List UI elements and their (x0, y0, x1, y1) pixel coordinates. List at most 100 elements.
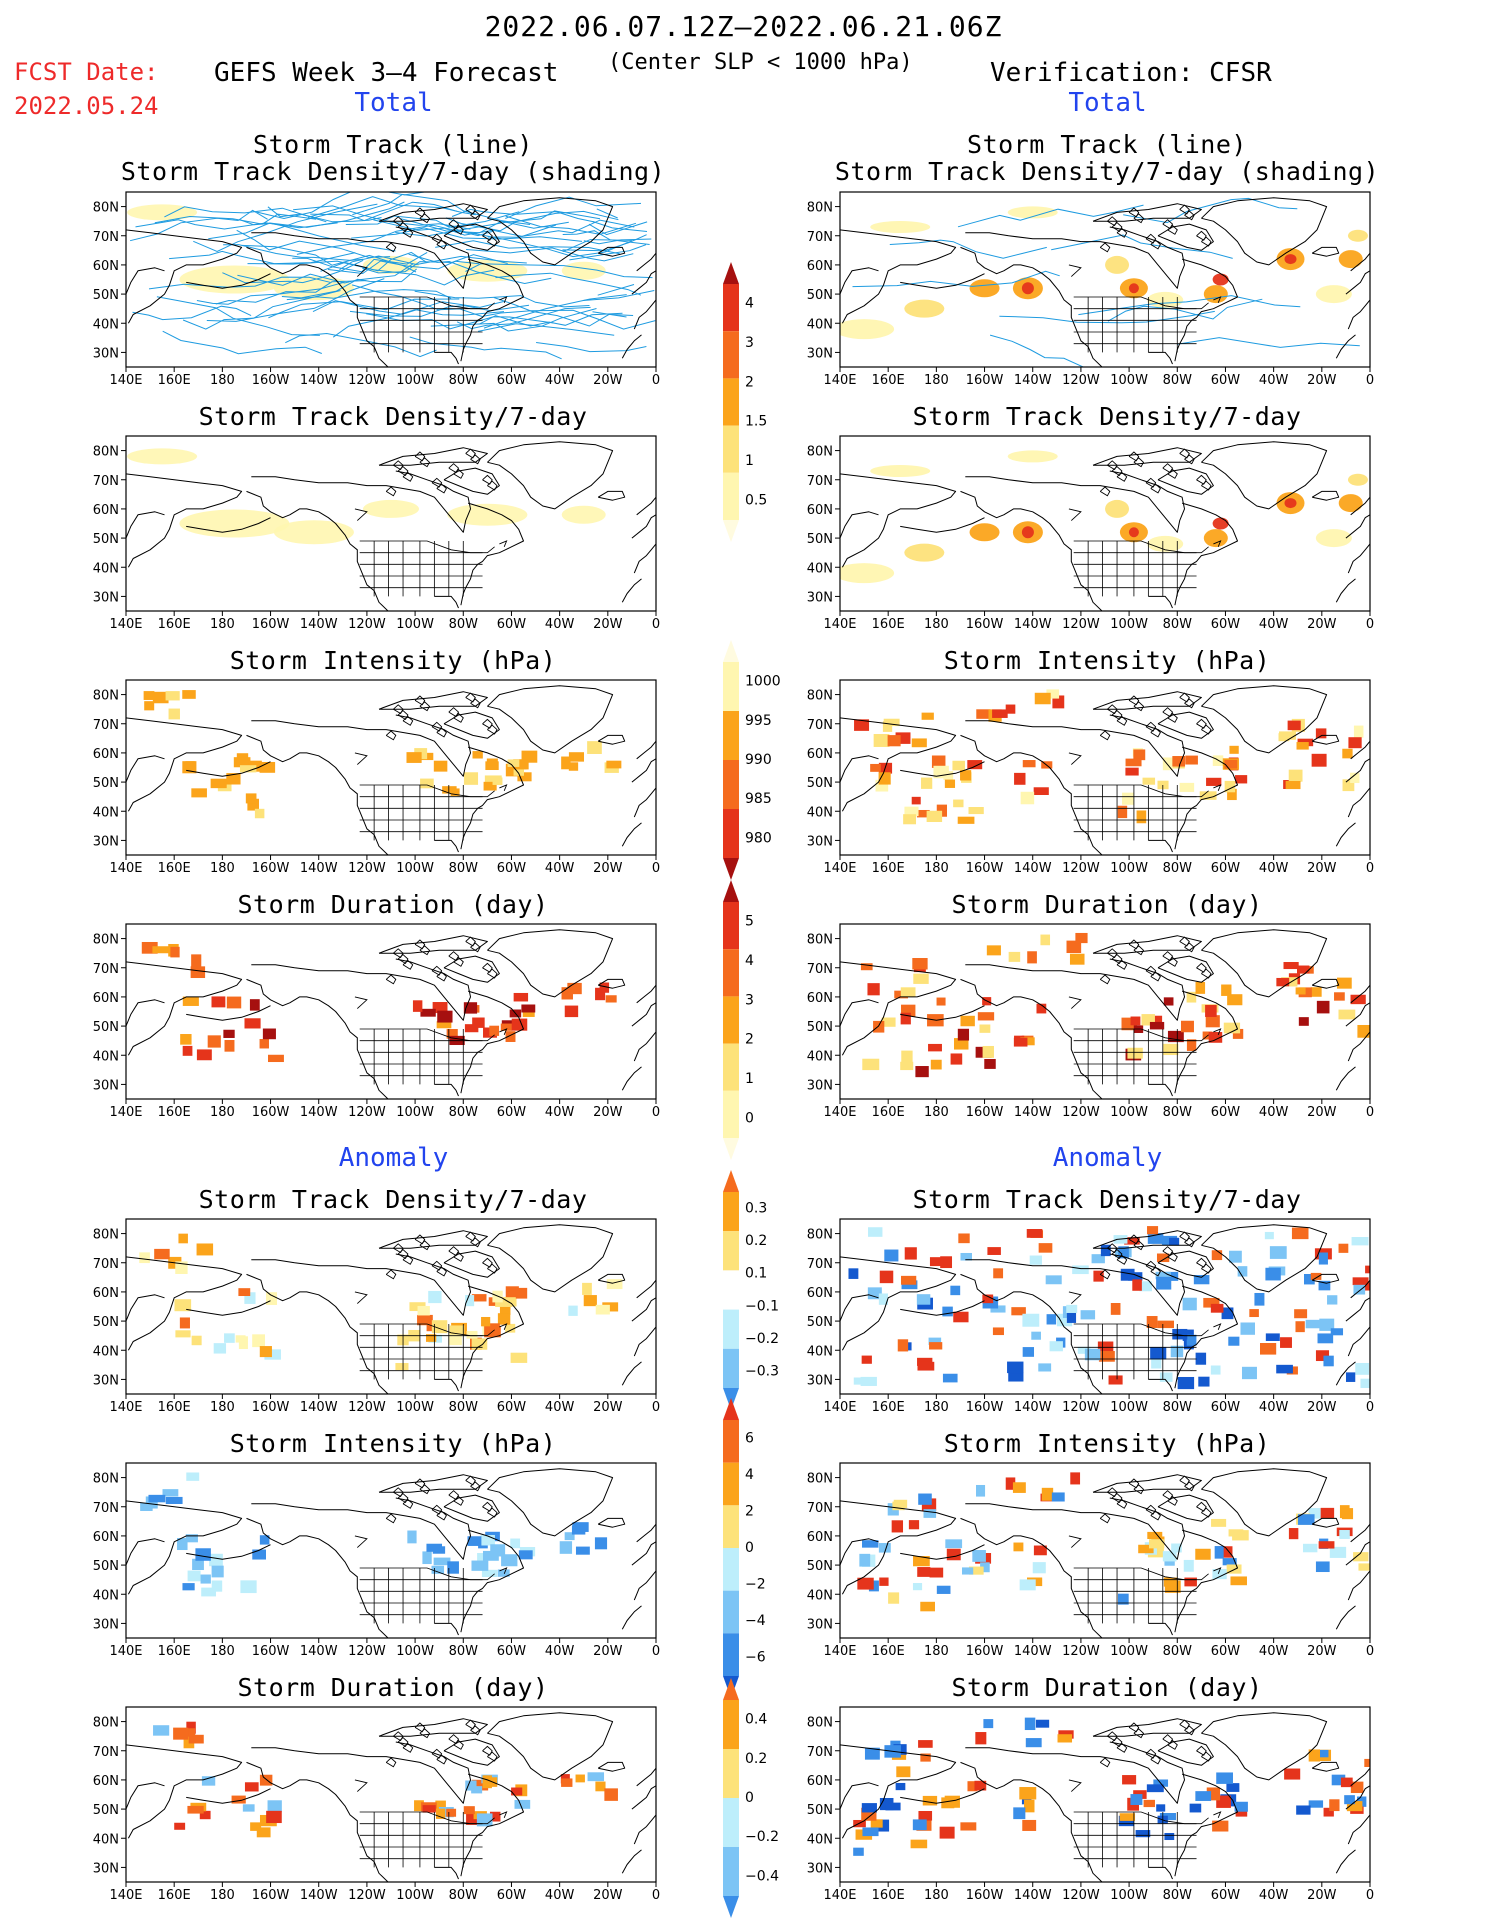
x-tick-label: 160W (252, 1644, 290, 1659)
y-tick-label: 60N (93, 1774, 119, 1789)
x-tick-label: 180 (210, 861, 235, 876)
colorbar-tick-label: 4 (745, 953, 754, 969)
x-tick-label: 180 (924, 617, 949, 632)
x-tick-label: 140W (300, 1644, 338, 1659)
x-tick-label: 100W (1110, 861, 1148, 876)
x-tick-label: 180 (924, 1400, 949, 1415)
x-tick-label: 140W (300, 861, 338, 876)
x-tick-label: 160W (252, 861, 290, 876)
colorbar-tick-label: 1 (745, 453, 754, 469)
y-tick-label: 70N (93, 718, 119, 733)
colorbar-anomaly-intensity: 6 4 2 0 −2 −4 −6 (715, 1398, 785, 1698)
map-panel-verification-density: 140E 160E 180 160W 140W 120W 100W 80W 60W 40W 20W 0… (807, 435, 1374, 632)
x-tick-label: 160W (252, 373, 290, 388)
x-tick-label: 120W (348, 1105, 386, 1120)
panel-title: Storm Intensity (hPa) (943, 646, 1271, 675)
y-tick-label: 40N (807, 1344, 833, 1359)
map-shading (853, 1717, 1370, 1856)
x-tick-label: 140E (109, 1888, 142, 1903)
colorbar-tick-label: −6 (745, 1650, 766, 1666)
x-tick-label: 160E (158, 1644, 191, 1659)
y-tick-label: 80N (807, 445, 833, 460)
panel-subtitle: Storm Track Density/7-day (shading) (834, 157, 1380, 186)
coastline-layer (126, 929, 656, 1099)
x-tick-label: 180 (924, 373, 949, 388)
x-tick-label: 160W (252, 1105, 290, 1120)
y-tick-label: 80N (93, 1716, 119, 1731)
x-tick-label: 80W (1163, 373, 1193, 388)
x-tick-label: 0 (652, 1644, 660, 1659)
colorbar-tick-label: 0.2 (745, 1233, 767, 1249)
x-tick-label: 60W (1211, 617, 1241, 632)
y-tick-label: 80N (807, 1472, 833, 1487)
x-tick-label: 140E (823, 1644, 856, 1659)
x-tick-label: 60W (1211, 1644, 1241, 1659)
y-tick-label: 30N (93, 346, 119, 361)
y-tick-label: 40N (807, 317, 833, 332)
panel-title: Storm Intensity (hPa) (943, 1429, 1271, 1458)
coastline-layer (126, 1224, 656, 1394)
x-tick-label: 140E (109, 1400, 142, 1415)
y-tick-label: 60N (93, 259, 119, 274)
x-tick-label: 60W (497, 861, 527, 876)
x-tick-label: 120W (348, 1644, 386, 1659)
x-tick-label: 160E (872, 373, 905, 388)
x-tick-label: 0 (1366, 373, 1374, 388)
map-panel-forecast-anomaly-density: 140E 160E 180 160W 140W 120W 100W 80W 60W 40W 20W 0… (93, 1218, 660, 1415)
x-tick-label: 100W (396, 1888, 434, 1903)
colorbar-tick-label: 0.5 (745, 492, 767, 508)
colorbar-tick-label: 1000 (745, 674, 781, 690)
y-tick-label: 70N (93, 1745, 119, 1760)
y-tick-label: 60N (93, 747, 119, 762)
x-tick-label: 140E (823, 617, 856, 632)
x-tick-label: 160E (158, 1105, 191, 1120)
x-tick-label: 180 (210, 1888, 235, 1903)
x-tick-label: 100W (1110, 1105, 1148, 1120)
colorbar-tick-label: 0 (745, 1110, 754, 1126)
x-tick-label: 80W (449, 617, 479, 632)
y-tick-label: 50N (93, 532, 119, 547)
x-tick-label: 120W (348, 1888, 386, 1903)
colorbar-track-density: 4 3 2 1.5 1 0.5 (715, 262, 785, 542)
total-label-forecast: Total (354, 88, 433, 118)
y-tick-label: 60N (93, 1530, 119, 1545)
panel-title: Storm Track Density/7-day (198, 1185, 588, 1214)
y-tick-label: 30N (807, 1373, 833, 1388)
x-tick-label: 140E (823, 1888, 856, 1903)
map-panel-verification-intensity: 140E 160E 180 160W 140W 120W 100W 80W 60W 40W 20W 0… (807, 679, 1374, 876)
colorbar-storm-intensity: 1000 995 990 985 980 (715, 640, 785, 880)
x-tick-label: 180 (924, 1644, 949, 1659)
y-tick-label: 60N (93, 1286, 119, 1301)
y-tick-label: 50N (807, 1803, 833, 1818)
colorbar-tick-label: 0 (745, 1790, 754, 1806)
x-tick-label: 0 (1366, 1644, 1374, 1659)
map-panel-verification-tracks: 140E 160E 180 160W 140W 120W 100W 80W 60W 40W 20W 0… (807, 191, 1374, 388)
x-tick-label: 140W (300, 373, 338, 388)
y-tick-label: 70N (93, 230, 119, 245)
colorbar-tick-label: 0.2 (745, 1751, 767, 1767)
y-tick-label: 30N (93, 1861, 119, 1876)
x-tick-label: 140E (109, 617, 142, 632)
x-tick-label: 20W (1307, 1644, 1337, 1659)
x-tick-label: 20W (1307, 1888, 1337, 1903)
x-tick-label: 160E (872, 1400, 905, 1415)
colorbar-tick-label: −0.3 (745, 1364, 779, 1380)
y-tick-label: 80N (93, 689, 119, 704)
colorbar-tick-label: −0.2 (745, 1829, 779, 1845)
colorbar-tick-label: −0.2 (745, 1331, 779, 1347)
y-tick-label: 70N (93, 1501, 119, 1516)
date-range-title: 2022.06.07.12Z–2022.06.21.06Z (484, 10, 1003, 43)
x-tick-label: 0 (1366, 1888, 1374, 1903)
x-tick-label: 60W (1211, 1400, 1241, 1415)
y-tick-label: 30N (807, 834, 833, 849)
x-tick-label: 60W (497, 1105, 527, 1120)
y-tick-label: 60N (93, 503, 119, 518)
x-tick-label: 80W (449, 1105, 479, 1120)
x-tick-label: 140E (823, 1105, 856, 1120)
y-tick-label: 30N (93, 1373, 119, 1388)
y-tick-label: 30N (93, 1078, 119, 1093)
x-tick-label: 0 (652, 1105, 660, 1120)
map-panel-verification-anomaly-intensity: 140E 160E 180 160W 140W 120W 100W 80W 60W 40W 20W 0… (807, 1462, 1374, 1659)
coastline-layer (840, 929, 1370, 1099)
x-tick-label: 60W (1211, 1105, 1241, 1120)
